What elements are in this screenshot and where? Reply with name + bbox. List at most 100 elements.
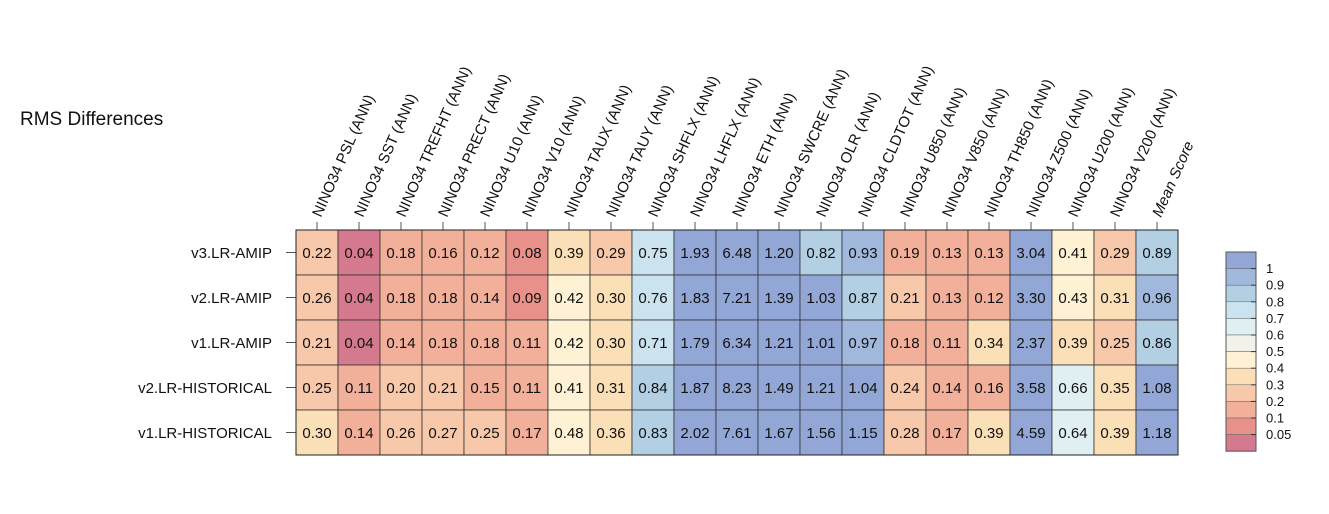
heatmap-cell	[757, 409, 801, 456]
heatmap-cell	[547, 229, 591, 276]
heatmap-cell	[421, 274, 465, 321]
cell-value-label: 0.76	[638, 290, 667, 307]
cell-value-label: 0.18	[470, 335, 499, 352]
cell-value-label: 0.24	[890, 380, 919, 397]
cell-value-label: 0.21	[428, 380, 457, 397]
heatmap-cell	[295, 229, 339, 276]
cell-value-label: 0.16	[974, 380, 1003, 397]
heatmap-cell	[841, 409, 885, 456]
heatmap-cell	[925, 274, 969, 321]
cell-value-label: 0.11	[933, 335, 961, 352]
cell-value-label: 0.82	[806, 245, 835, 262]
cell-value-label: 0.12	[470, 245, 499, 262]
colorbar-swatch	[1225, 251, 1257, 269]
heatmap-cell	[295, 274, 339, 321]
colorbar-tick-label: 1	[1266, 261, 1273, 276]
heatmap-cell	[1135, 274, 1179, 321]
cell-value-label: 0.83	[638, 425, 667, 442]
cell-value-label: 2.37	[1016, 335, 1045, 352]
heatmap-cell	[463, 274, 507, 321]
cell-value-label: 1.20	[764, 245, 793, 262]
cell-value-label: 0.12	[974, 290, 1003, 307]
heatmap-cell	[1051, 409, 1095, 456]
cell-value-label: 3.30	[1016, 290, 1045, 307]
cell-value-label: 0.30	[596, 335, 625, 352]
cell-value-label: 6.48	[722, 245, 751, 262]
heatmap-cell	[631, 274, 675, 321]
heatmap-cell	[1009, 364, 1053, 411]
colorbar-swatch	[1225, 434, 1257, 452]
cell-value-label: 3.04	[1016, 245, 1045, 262]
heatmap-cell	[757, 319, 801, 366]
cell-value-label: 0.18	[428, 290, 457, 307]
heatmap-cell	[883, 319, 927, 366]
heatmap-cell	[925, 409, 969, 456]
row-label: v1.LR-HISTORICAL	[138, 425, 272, 442]
cell-value-label: 0.36	[596, 425, 625, 442]
colorbar-swatch	[1225, 334, 1257, 352]
chart-title: RMS Differences	[20, 109, 163, 130]
heatmap-cell	[1009, 319, 1053, 366]
cell-value-label: 0.13	[932, 290, 961, 307]
heatmap-cell	[1093, 319, 1137, 366]
heatmap-cell	[379, 319, 423, 366]
heatmap-cell	[715, 229, 759, 276]
heatmap-cell	[925, 319, 969, 366]
row-labels: v3.LR-AMIP v2.LR-AMIP v1.LR-AMIP v2.LR-HIST…	[138, 245, 296, 442]
cell-value-label: 0.14	[386, 335, 415, 352]
colorbar-swatch	[1225, 284, 1257, 303]
heatmap-cell	[799, 319, 843, 366]
cell-value-label: 0.97	[848, 335, 877, 352]
colorbar-swatch	[1225, 268, 1257, 286]
heatmap-cell	[421, 364, 465, 411]
cell-value-label: 6.34	[722, 335, 751, 352]
cell-value-label: 0.14	[470, 290, 499, 307]
heatmap-cell	[631, 319, 675, 366]
cell-value-label: 0.86	[1142, 335, 1171, 352]
cell-value-label: 1.56	[806, 425, 835, 442]
heatmap-cell	[379, 364, 423, 411]
column-label: NINO34 TREFHT (ANN)	[393, 64, 475, 220]
heatmap-cell	[715, 409, 759, 456]
cell-value-label: 0.41	[554, 380, 583, 397]
cell-value-label: 1.18	[1142, 425, 1171, 442]
cell-value-label: 0.30	[302, 425, 331, 442]
heatmap-cell	[673, 274, 717, 321]
heatmap-cell	[505, 274, 549, 321]
cell-value-label: 0.11	[513, 380, 541, 397]
cell-value-label: 1.21	[764, 335, 793, 352]
cell-value-label: 0.27	[428, 425, 457, 442]
cell-value-label: 0.87	[848, 290, 877, 307]
heatmap-cell	[883, 409, 927, 456]
cell-value-label: 0.14	[932, 380, 961, 397]
cell-value-label: 0.22	[302, 245, 331, 262]
cell-value-label: 0.43	[1058, 290, 1087, 307]
cell-value-label: 4.59	[1016, 425, 1045, 442]
colorbar-tick-label: 0.9	[1266, 278, 1284, 293]
colorbar-swatch	[1225, 351, 1257, 369]
colorbar-swatch	[1225, 384, 1257, 402]
colorbar-swatch	[1225, 417, 1257, 435]
cell-value-label: 7.61	[722, 425, 751, 442]
cell-value-label: 0.11	[513, 335, 541, 352]
cell-value-label: 1.15	[848, 425, 877, 442]
cell-value-label: 0.16	[428, 245, 457, 262]
cell-value-label: 0.64	[1058, 425, 1087, 442]
row-label: v1.LR-AMIP	[191, 335, 272, 352]
colorbar: 1 0.90.8 0.7 0.60.5 0.40.3 0.2 0.10.05	[1225, 251, 1291, 452]
cell-value-label: 0.26	[386, 425, 415, 442]
cell-value-label: 1.08	[1142, 380, 1171, 397]
cell-value-label: 0.25	[470, 425, 499, 442]
cell-value-label: 0.04	[344, 245, 373, 262]
cell-value-label: 0.39	[1100, 425, 1129, 442]
column-label: NINO34 SWCRE (ANN)	[771, 67, 852, 220]
cell-value-label: 0.08	[512, 245, 541, 262]
colorbar-tick-label: 0.4	[1266, 361, 1284, 376]
cell-value-label: 1.01	[806, 335, 835, 352]
cell-value-label: 0.13	[932, 245, 961, 262]
cell-value-label: 0.17	[512, 425, 541, 442]
cell-value-label: 0.09	[512, 290, 541, 307]
cell-value-label: 1.03	[806, 290, 835, 307]
heatmap-cell	[673, 319, 717, 366]
heatmap-cell	[883, 274, 927, 321]
